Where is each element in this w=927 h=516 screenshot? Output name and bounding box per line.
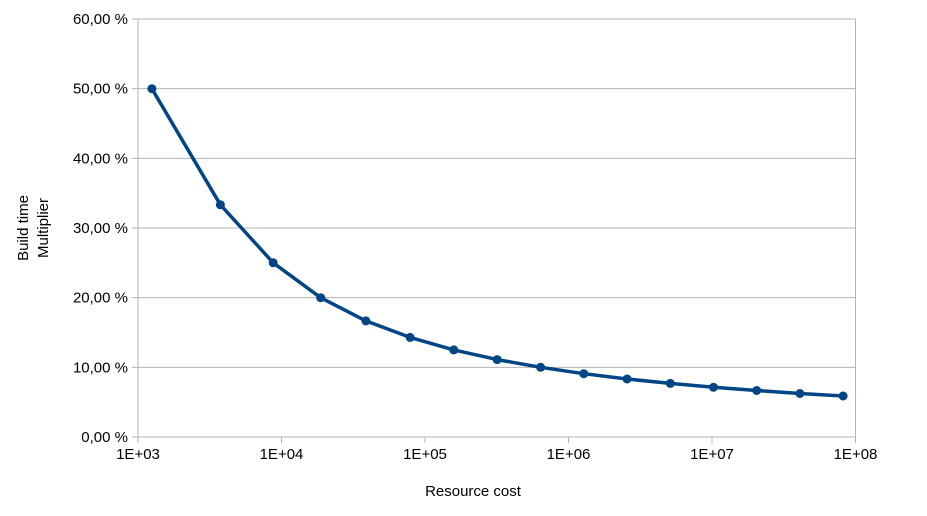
data-point-marker[interactable] bbox=[361, 316, 371, 326]
x-tick-label: 1E+05 bbox=[403, 446, 447, 463]
x-axis-title: Resource cost bbox=[425, 483, 521, 500]
data-point-marker[interactable] bbox=[579, 369, 589, 379]
data-point-marker[interactable] bbox=[752, 386, 762, 395]
data-point-marker[interactable] bbox=[838, 391, 848, 401]
y-tick-label: 20,00 % bbox=[73, 290, 128, 307]
data-point-marker[interactable] bbox=[709, 382, 718, 392]
data-point-marker[interactable] bbox=[665, 378, 675, 388]
data-point-marker[interactable] bbox=[147, 84, 157, 94]
data-point-marker[interactable] bbox=[795, 389, 805, 398]
data-point-marker[interactable] bbox=[449, 345, 459, 355]
series-line bbox=[150, 86, 845, 398]
data-point-marker[interactable] bbox=[268, 258, 278, 268]
data-point-marker[interactable] bbox=[215, 200, 225, 210]
y-axis-title-line2: Multiplier bbox=[35, 197, 52, 259]
y-tick-label: 0,00 % bbox=[81, 429, 128, 446]
x-tick-label: 1E+03 bbox=[116, 446, 160, 463]
x-tick-label: 1E+08 bbox=[834, 446, 878, 463]
data-point-marker[interactable] bbox=[622, 374, 632, 384]
y-tick-label: 50,00 % bbox=[73, 81, 128, 98]
x-tick-label: 1E+07 bbox=[690, 446, 734, 463]
y-axis-title-line1: Build time bbox=[15, 195, 32, 261]
data-point-marker[interactable] bbox=[316, 293, 326, 303]
data-point-marker[interactable] bbox=[536, 362, 546, 372]
y-tick-label: 30,00 % bbox=[73, 220, 128, 237]
x-tick-label: 1E+04 bbox=[260, 446, 304, 463]
y-tick-label: 10,00 % bbox=[73, 359, 128, 376]
y-tick-label: 40,00 % bbox=[73, 150, 128, 167]
y-tick-label: 60,00 % bbox=[73, 11, 128, 28]
y-axis-title: Build time Multiplier bbox=[14, 195, 54, 261]
data-point-marker[interactable] bbox=[405, 332, 415, 342]
data-point-marker[interactable] bbox=[492, 355, 502, 365]
x-tick-label: 1E+06 bbox=[547, 446, 591, 463]
